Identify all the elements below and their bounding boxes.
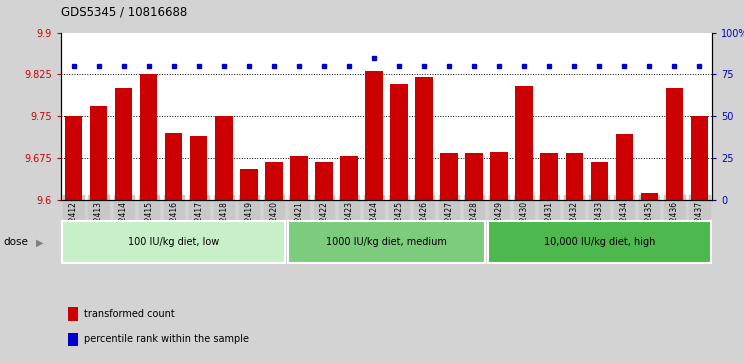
Bar	[240, 169, 257, 200]
Bar	[440, 153, 458, 200]
Bar	[466, 153, 483, 200]
Text: percentile rank within the sample: percentile rank within the sample	[84, 334, 249, 344]
Bar	[391, 84, 408, 200]
Bar	[365, 71, 382, 200]
Bar	[115, 88, 132, 200]
Bar	[415, 77, 433, 200]
Bar	[490, 152, 508, 200]
Text: GDS5345 / 10816688: GDS5345 / 10816688	[61, 5, 187, 18]
Bar	[90, 106, 107, 200]
Bar	[265, 162, 283, 200]
Bar	[615, 134, 633, 200]
Bar	[565, 153, 583, 200]
Bar	[641, 193, 658, 200]
Bar	[666, 88, 683, 200]
Bar	[690, 116, 708, 200]
Bar	[290, 156, 307, 200]
Text: dose: dose	[4, 237, 28, 247]
Bar	[516, 86, 533, 200]
Bar	[65, 116, 83, 200]
Bar	[165, 133, 182, 200]
Text: 10,000 IU/kg diet, high: 10,000 IU/kg diet, high	[544, 237, 655, 247]
Bar	[215, 116, 233, 200]
Bar	[190, 136, 208, 200]
Text: 1000 IU/kg diet, medium: 1000 IU/kg diet, medium	[326, 237, 447, 247]
Bar	[540, 153, 558, 200]
Text: 100 IU/kg diet, low: 100 IU/kg diet, low	[128, 237, 219, 247]
Bar	[315, 162, 333, 200]
Bar	[140, 74, 158, 200]
Text: transformed count: transformed count	[84, 309, 175, 319]
Bar	[340, 156, 358, 200]
Text: ▶: ▶	[36, 237, 43, 247]
Bar	[591, 162, 608, 200]
